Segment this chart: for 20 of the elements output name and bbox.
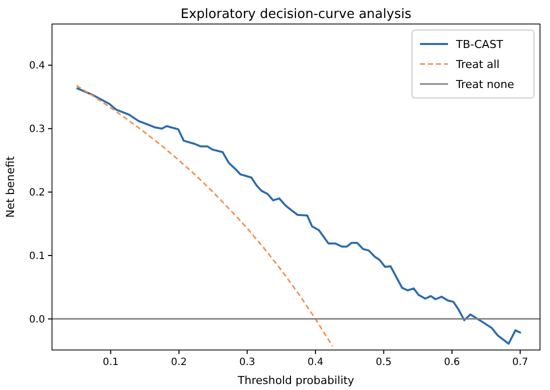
y-tick-label: 0.3 xyxy=(29,124,45,136)
y-tick-label: 0.1 xyxy=(29,251,45,262)
legend-label: Treat none xyxy=(455,78,514,91)
y-tick-label: 0.4 xyxy=(29,60,45,72)
chart-title: Exploratory decision-curve analysis xyxy=(180,7,412,22)
x-tick-label: 0.5 xyxy=(376,357,392,368)
legend-label: TB-CAST xyxy=(455,38,504,51)
y-tick-label: 0.2 xyxy=(29,188,45,199)
y-tick-label: 0.0 xyxy=(29,314,45,326)
x-tick-label: 0.4 xyxy=(308,357,324,368)
x-tick-label: 0.3 xyxy=(239,357,256,368)
line-series xyxy=(76,87,522,345)
x-axis-title: Threshold probability xyxy=(236,374,355,387)
y-axis-title: Net benefit xyxy=(4,156,17,218)
x-tick-label: 0.7 xyxy=(512,357,528,368)
x-tick-label: 0.2 xyxy=(170,357,187,368)
line-series xyxy=(76,84,334,347)
legend-label: Treat all xyxy=(455,58,500,71)
x-tick-label: 0.1 xyxy=(102,357,119,368)
x-tick-label: 0.6 xyxy=(444,357,460,368)
